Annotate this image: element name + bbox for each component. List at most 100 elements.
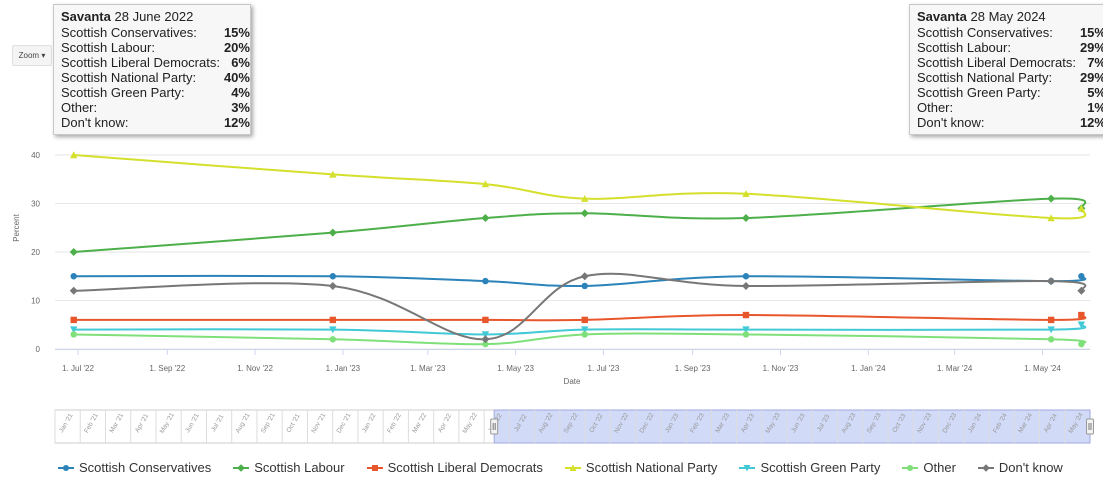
x-tick-label: 1. Nov '23 [763,364,799,373]
x-tick-label: 1. Nov '22 [237,364,273,373]
tooltip-row-name: Other: [917,100,954,115]
legend-marker-icon [569,464,577,471]
data-point-scottish-liberal-democrats [1047,316,1055,324]
legend-item-don-t-know[interactable]: Don't know [977,460,1063,475]
legend-label: Scottish Conservatives [79,460,212,475]
tooltip-row: Scottish Labour: 20% [61,40,250,55]
tooltip-row-value: 15% [1079,25,1103,40]
data-point-other [482,340,489,348]
drag-handle-icon [490,418,499,435]
x-tick-label: 1. May '23 [497,364,534,373]
series-line-other [73,332,1087,346]
data-point-don-t-know [1047,277,1056,286]
x-tick-label: 1. Mar '23 [410,364,446,373]
tooltip-row: Scottish National Party: 29% [917,70,1103,85]
tooltip-row: Scottish Labour: 29% [917,40,1103,55]
navigator-handle-left[interactable] [490,418,499,435]
y-tick-label: 20 [31,248,40,257]
series-lines [69,151,1087,348]
data-point-scottish-conservatives [581,282,588,290]
data-point-don-t-know [580,272,589,281]
series-don-t-know [69,272,1087,344]
zoom-button[interactable]: Zoom ▾ [12,45,52,66]
tooltip-row: Scottish Conservatives: 15% [917,25,1103,40]
navigator-selection[interactable] [493,409,1091,444]
legend-marker-icon [371,464,378,471]
legend-marker-icon [907,464,914,471]
circle-marker-icon [58,464,74,471]
data-point-scottish-liberal-democrats [742,311,750,319]
data-point-other [1047,336,1055,343]
legend-item-other[interactable]: Other [902,460,956,475]
data-point-scottish-conservatives [1078,273,1085,280]
tooltip-row: Other: 3% [61,100,250,115]
legend-item-scottish-labour[interactable]: Scottish Labour [233,460,345,475]
data-point-scottish-green-party [70,326,78,334]
diamond-marker-icon [233,463,250,472]
data-point-scottish-labour [1047,194,1056,203]
data-point-scottish-national-party [581,194,589,202]
legend-item-scottish-green-party[interactable]: Scottish Green Party [739,460,880,475]
tooltip-row: Other: 1% [917,100,1103,115]
tooltip-row-value: 20% [223,40,250,55]
tooltip-row: Scottish Liberal Democrats: 6% [61,55,250,70]
data-point-scottish-liberal-democrats [482,316,489,324]
diamond-marker-icon [977,463,994,472]
legend-item-scottish-liberal-democrats[interactable]: Scottish Liberal Democrats [366,460,543,475]
tooltip-row-value: 7% [1087,55,1103,70]
legend-marker-icon [237,463,246,472]
triangle-marker-icon [564,464,581,471]
tooltip-title: Savanta 28 June 2022 [61,9,243,24]
tooltip-row: Scottish Green Party: 5% [917,85,1103,100]
data-point-scottish-green-party [329,326,337,334]
tooltip-row-value: 1% [1087,100,1103,115]
tooltip-row: Don't know: 12% [61,115,250,130]
tooltip-row-name: Scottish Liberal Democrats: [917,55,1076,70]
data-point-scottish-labour [328,228,337,237]
tooltip-row-name: Scottish Green Party: [61,85,185,100]
data-point-don-t-know [741,281,750,290]
navigator-handle-right[interactable] [1086,418,1094,435]
legend-item-scottish-national-party[interactable]: Scottish National Party [564,460,717,475]
data-point-don-t-know [1077,286,1086,295]
series-scottish-national-party [70,151,1087,222]
data-point-scottish-labour [580,209,589,218]
x-tick-label: 1. Jan '24 [851,364,886,373]
tooltip-row-value: 6% [231,55,250,70]
data-point-scottish-conservatives [742,273,750,280]
data-point-don-t-know [69,286,78,295]
x-tick-label: 1. Sep '23 [675,364,711,373]
tooltip-row-name: Scottish National Party: [917,70,1053,85]
series-line-scottish-liberal-democrats [73,314,1087,322]
range-navigator[interactable]: Jan '21 Feb '21 Mar '21 Apr '21 May '21 Jun '… [54,409,1094,444]
data-point-scottish-liberal-democrats [581,316,588,324]
legend-item-scottish-conservatives[interactable]: Scottish Conservatives [58,460,211,475]
x-tick-label: 1. Mar '24 [937,364,973,373]
tooltip-row-name: Don't know: [917,115,985,130]
zoom-label: Zoom [18,51,40,60]
data-point-scottish-labour [481,214,490,223]
tooltip-row-name: Scottish Labour: [61,40,155,55]
data-point-other [70,331,77,338]
series-other [70,331,1087,348]
series-line-scottish-national-party [73,154,1087,220]
circle-marker-icon [902,464,919,471]
tooltip-row: Scottish Conservatives: 15% [61,25,250,40]
tooltip-title: Savanta 28 May 2024 [917,9,1099,24]
data-point-scottish-labour [741,214,750,223]
tooltip-table: Scottish Conservatives: 15% Scottish Labo… [917,25,1103,130]
tooltip-row: Scottish National Party: 40% [61,70,250,85]
data-point-scottish-national-party [329,170,337,178]
data-point-scottish-conservatives [70,273,77,280]
data-point-scottish-liberal-democrats [70,316,77,324]
data-point-other [329,336,337,343]
legend-label: Other [923,460,956,475]
data-point-scottish-labour [69,248,78,256]
data-point-scottish-conservatives [329,273,337,280]
tooltip-right: Savanta 28 May 2024 Scottish Conservativ… [909,4,1103,135]
x-axis-label: Date [564,377,581,386]
tooltip-row-name: Don't know: [61,115,129,130]
tooltip-row-value: 40% [223,70,250,85]
tooltip-row-name: Scottish Green Party: [917,85,1041,100]
